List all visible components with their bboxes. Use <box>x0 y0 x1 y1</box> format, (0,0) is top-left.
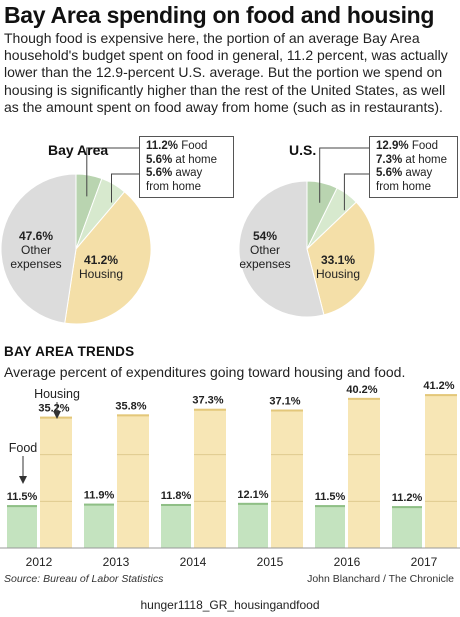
legend-away-text: away <box>175 167 203 179</box>
legend-home-value: 5.6% <box>146 153 173 166</box>
food-value-label: 11.8% <box>161 490 192 502</box>
slice-housing <box>64 191 152 325</box>
legend-leader-lines <box>319 147 369 211</box>
year-label: 2013 <box>103 555 130 569</box>
food-bar <box>392 506 422 548</box>
bar-group-2013: 11.9% 35.8% 2013 <box>84 400 149 569</box>
housing-value-label: 35.8% <box>115 400 146 412</box>
other-slice-value: 47.6% <box>19 229 53 243</box>
housing-value-label: 41.2% <box>423 380 454 392</box>
other-slice-label-2: expenses <box>10 257 61 271</box>
bar-group-2014: 11.8% 37.3% 2014 <box>161 395 226 569</box>
source-note: Source: Bureau of Labor Statistics <box>4 573 164 585</box>
housing-series-label: Housing <box>34 387 80 401</box>
food-bar <box>238 502 268 548</box>
housing-slice-value: 33.1% <box>321 253 355 267</box>
food-value-label: 11.9% <box>84 490 115 502</box>
legend-away-text-2: from home <box>376 180 431 193</box>
housing-bar <box>117 414 149 548</box>
legend-food-text: Food <box>181 140 208 152</box>
housing-value-label: 40.2% <box>346 384 377 396</box>
legend-home-value: 7.3% <box>376 153 403 166</box>
legend-away-value: 5.6% <box>146 167 173 179</box>
bar-group-2017: 11.2% 41.2% 2017 <box>392 380 457 569</box>
housing-slice-label: Housing <box>79 267 123 281</box>
credit-line: John Blanchard / The Chronicle <box>307 573 454 585</box>
page-title: Bay Area spending on food and housing <box>4 2 435 28</box>
legend-home-text: at home <box>175 153 217 166</box>
trends-title: BAY AREA TRENDS <box>4 344 135 359</box>
other-slice-value: 54% <box>253 229 277 243</box>
bay-area-food-legend: 11.2% Food 5.6% at home 5.6% away from h… <box>139 136 234 198</box>
housing-bar <box>271 409 303 548</box>
slice-housing <box>306 201 376 316</box>
intro-paragraph: Though food is expensive here, the porti… <box>4 30 448 115</box>
housing-bar <box>348 397 380 548</box>
housing-bar <box>425 394 457 548</box>
slice-other-expenses <box>0 173 77 324</box>
other-slice-label: Other <box>21 243 51 257</box>
trends-subtitle: Average percent of expenditures going to… <box>4 364 406 380</box>
series-callouts: Food Housing <box>9 387 80 484</box>
housing-bar <box>40 416 72 548</box>
housing-value-label: 35.2% <box>38 403 69 415</box>
bay-area-pie-title: Bay Area <box>48 142 109 158</box>
file-name: hunger1118_GR_housingandfood <box>140 598 320 612</box>
legend-away-value: 5.6% <box>376 167 403 179</box>
food-bar <box>84 503 114 548</box>
bar-group-2015: 12.1% 37.1% 2015 <box>237 395 303 569</box>
housing-value-label: 37.1% <box>269 395 300 407</box>
housing-value-label: 37.3% <box>192 395 223 407</box>
housing-arrow-icon <box>53 411 61 419</box>
year-label: 2017 <box>411 555 438 569</box>
year-label: 2016 <box>334 555 361 569</box>
us-pie-title: U.S. <box>289 142 317 158</box>
legend-home-text: at home <box>405 153 447 166</box>
food-value-label: 11.2% <box>392 492 423 504</box>
food-series-label: Food <box>9 441 38 455</box>
other-slice-label: Other <box>250 243 280 257</box>
housing-slice-label: Housing <box>316 267 360 281</box>
legend-away-text-2: from home <box>146 180 201 193</box>
legend-food-value: 12.9% <box>376 140 409 152</box>
food-value-label: 12.1% <box>237 489 268 501</box>
us-food-legend: 12.9% Food 7.3% at home 5.6% away from h… <box>369 136 458 198</box>
bar-group-2016: 11.5% 40.2% 2016 <box>315 384 380 569</box>
other-slice-label-2: expenses <box>239 257 290 271</box>
food-bar <box>161 503 191 548</box>
housing-slice-value: 41.2% <box>84 253 118 267</box>
year-label: 2012 <box>26 555 53 569</box>
year-label: 2014 <box>180 555 207 569</box>
food-value-label: 11.5% <box>7 491 38 503</box>
year-label: 2015 <box>257 555 284 569</box>
legend-away-text: away <box>405 167 433 179</box>
food-value-label: 11.5% <box>315 491 346 503</box>
trends-bar-chart: 11.5% 35.2% 2012 11.9% 35.8% 2013 11.8% 37.3% 20… <box>0 380 460 569</box>
food-bar <box>7 505 37 548</box>
housing-bar <box>194 408 226 548</box>
bar-group-2012: 11.5% 35.2% 2012 <box>7 403 72 569</box>
legend-food-text: Food <box>411 140 439 152</box>
food-arrow-icon <box>19 476 27 484</box>
slice-other-expenses <box>238 180 325 318</box>
legend-food-value: 11.2% <box>146 140 178 152</box>
food-bar <box>315 505 345 548</box>
legend-leader-lines <box>86 147 139 203</box>
